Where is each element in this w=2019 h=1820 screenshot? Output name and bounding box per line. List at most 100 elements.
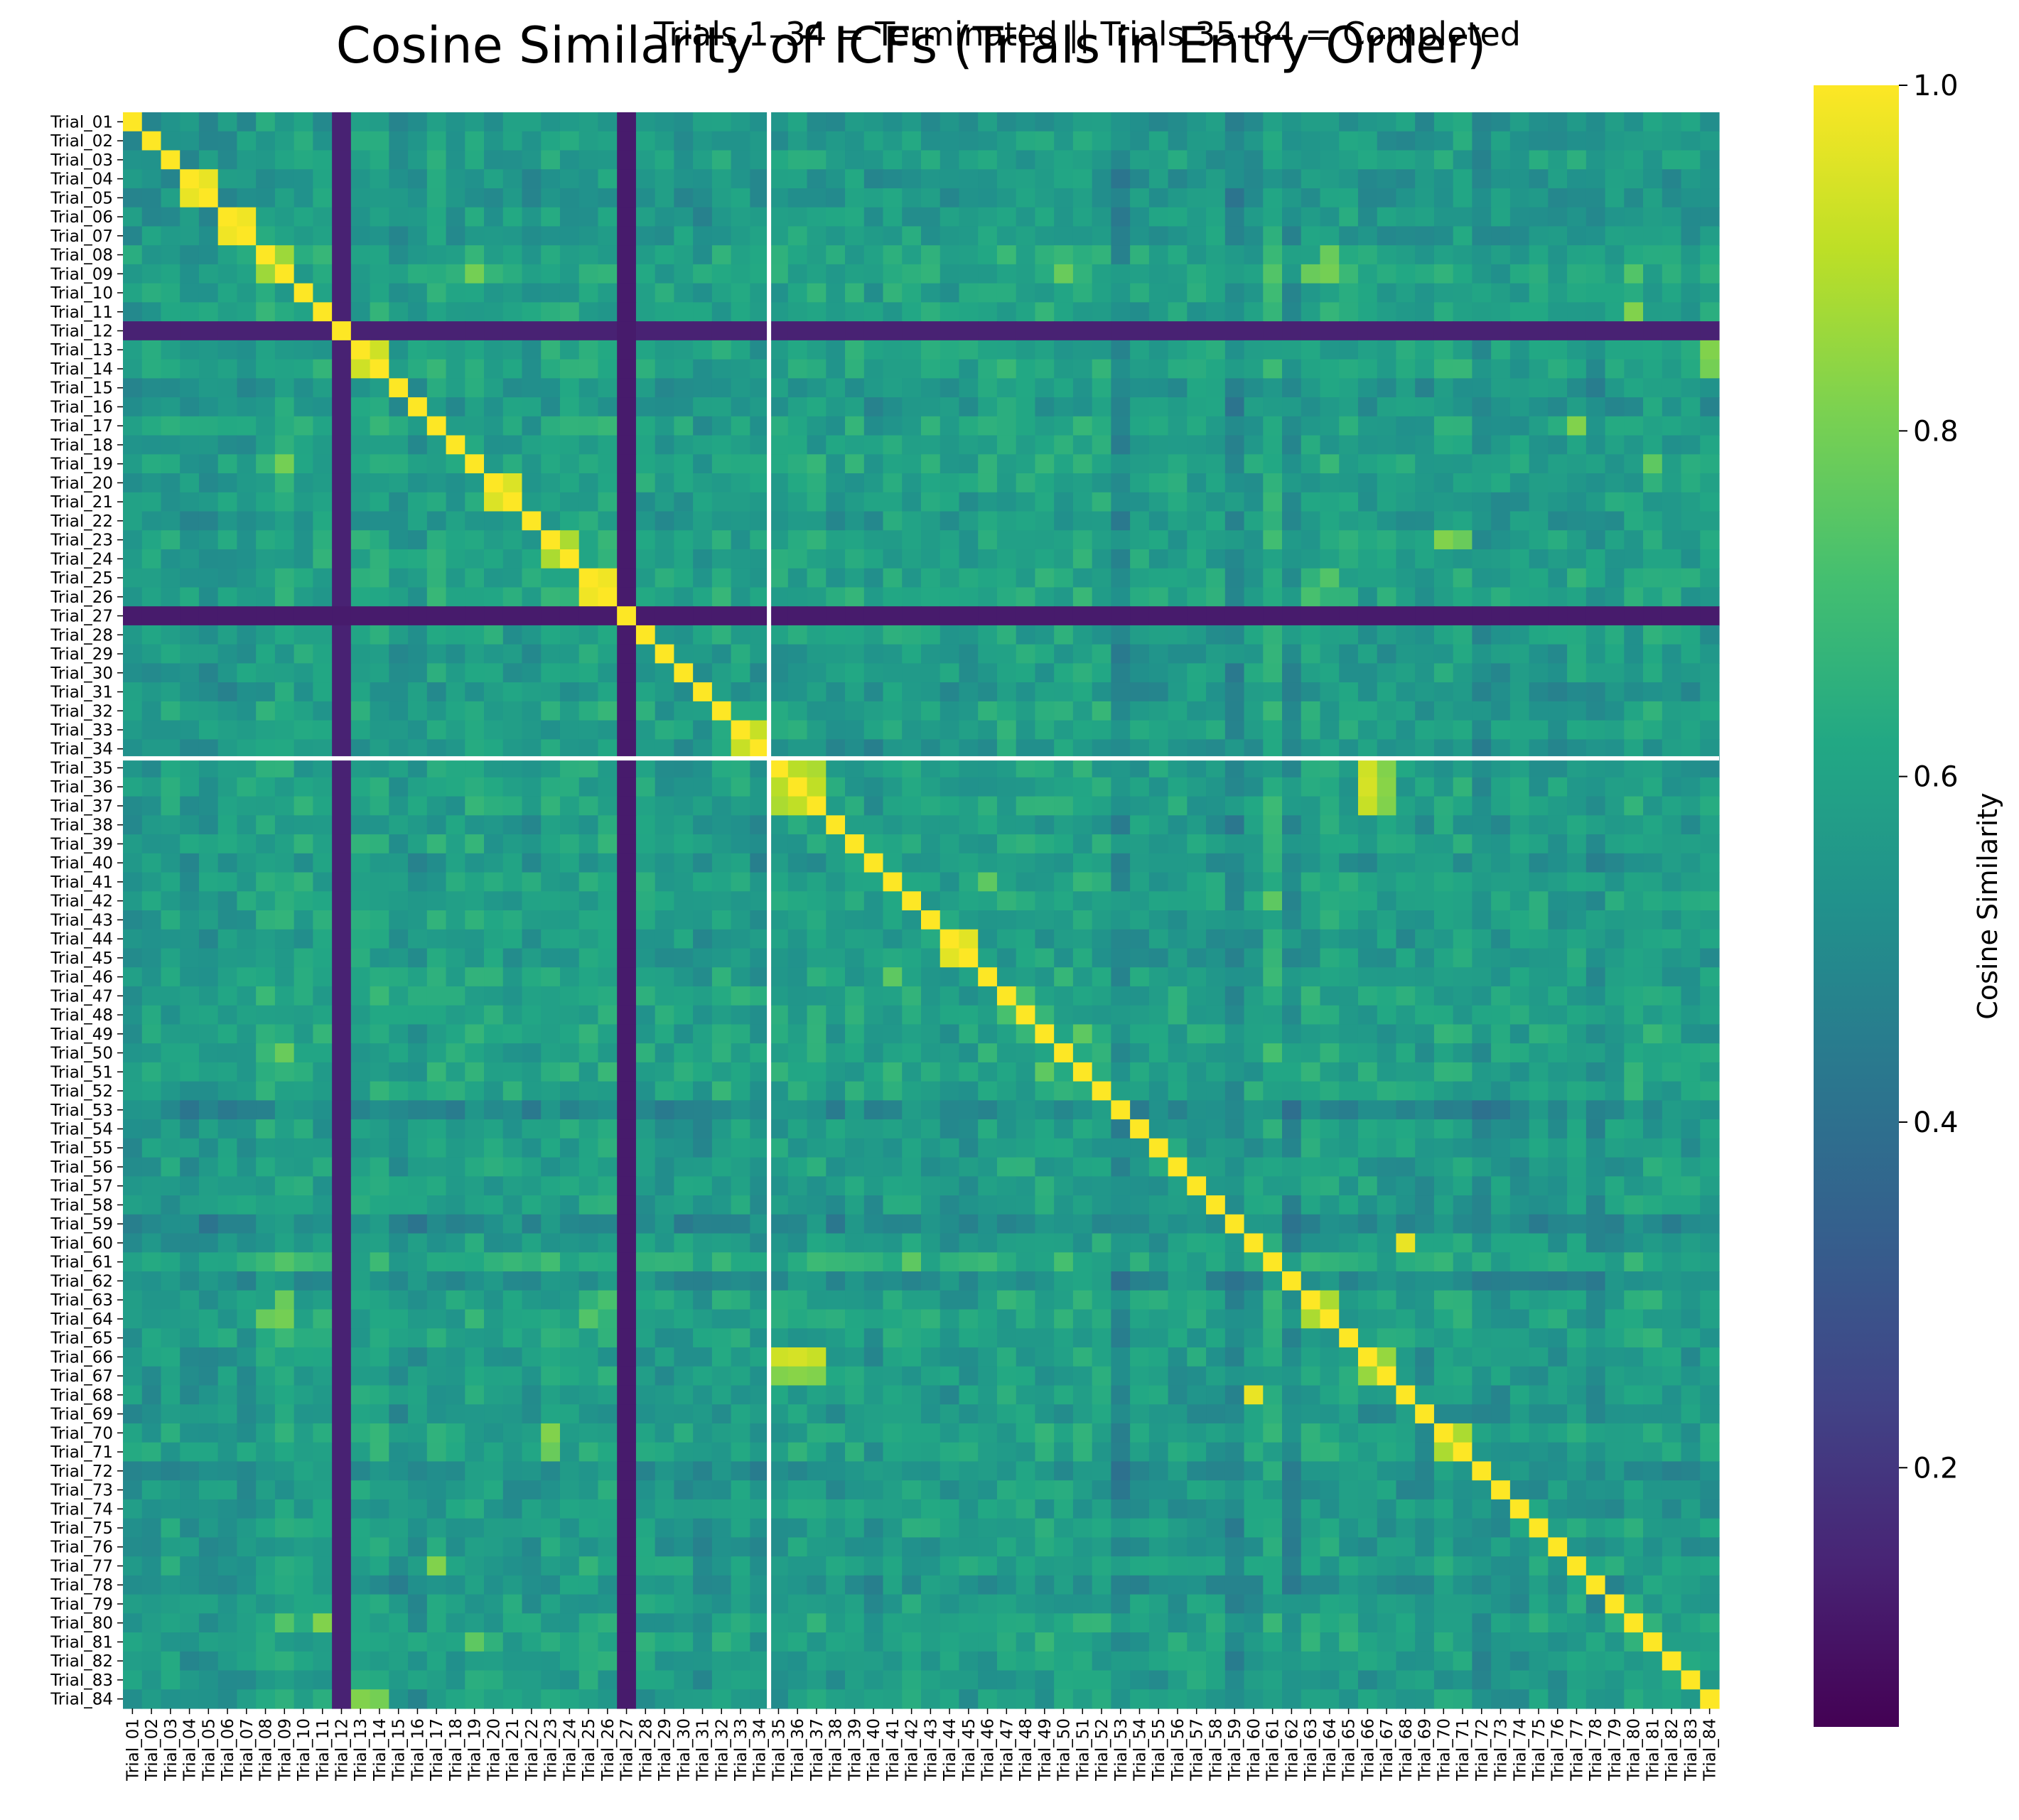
heatmap-cell	[1396, 549, 1416, 569]
heatmap-cell	[294, 549, 313, 569]
heatmap-cell	[1377, 891, 1397, 911]
heatmap-cell	[731, 549, 750, 569]
heatmap-cell	[1415, 340, 1435, 360]
heatmap-cell	[845, 283, 865, 303]
heatmap-cell	[294, 1100, 313, 1120]
heatmap-cell	[1206, 948, 1226, 968]
heatmap-cell	[541, 416, 561, 436]
heatmap-cell	[1130, 1062, 1150, 1082]
heatmap-cell	[1529, 1043, 1549, 1063]
heatmap-cell	[123, 777, 143, 797]
heatmap-cell	[1567, 1005, 1587, 1025]
heatmap-cell	[484, 188, 504, 208]
heatmap-cell	[1282, 1062, 1302, 1082]
heatmap-cell	[294, 758, 313, 778]
heatmap-cell	[256, 150, 276, 170]
heatmap-cell	[541, 169, 561, 189]
heatmap-cell	[1224, 435, 1245, 455]
heatmap-cell	[1643, 435, 1663, 455]
heatmap-cell	[1320, 948, 1340, 968]
heatmap-cell	[1282, 758, 1302, 778]
heatmap-cell	[617, 834, 637, 854]
heatmap-cell	[711, 150, 732, 170]
heatmap-cell	[1357, 169, 1378, 189]
heatmap-cell	[1624, 1043, 1644, 1063]
heatmap-cell	[559, 853, 580, 873]
heatmap-cell	[902, 1233, 922, 1253]
heatmap-cell	[180, 568, 200, 588]
heatmap-cell	[635, 454, 656, 474]
heatmap-cell	[237, 929, 257, 949]
heatmap-cell	[1396, 986, 1416, 1006]
heatmap-cell	[845, 1081, 865, 1101]
heatmap-cell	[1509, 834, 1530, 854]
heatmap-cell	[959, 815, 979, 835]
heatmap-cell	[617, 948, 637, 968]
heatmap-cell	[1548, 511, 1568, 531]
heatmap-cell	[1567, 682, 1587, 702]
heatmap-cell	[502, 378, 523, 398]
heatmap-cell	[274, 872, 295, 892]
heatmap-cell	[1072, 492, 1093, 512]
heatmap-cell	[1548, 435, 1568, 455]
heatmap-cell	[1700, 701, 1720, 721]
heatmap-cell	[541, 568, 561, 588]
heatmap-cell	[1681, 606, 1701, 626]
heatmap-cell	[237, 739, 257, 759]
heatmap-cell	[274, 606, 295, 626]
heatmap-cell	[939, 701, 960, 721]
heatmap-cell	[1643, 1024, 1663, 1044]
heatmap-cell	[711, 131, 732, 151]
heatmap-cell	[902, 169, 922, 189]
heatmap-cell	[959, 549, 979, 569]
heatmap-cell	[1491, 587, 1511, 607]
heatmap-cell	[1529, 625, 1549, 645]
heatmap-cell	[1148, 720, 1169, 740]
heatmap-cell	[446, 701, 465, 721]
heatmap-cell	[294, 1176, 313, 1196]
heatmap-cell	[1092, 435, 1111, 455]
heatmap-cell	[1605, 530, 1625, 550]
heatmap-cell	[1092, 340, 1111, 360]
heatmap-cell	[141, 435, 162, 455]
heatmap-cell	[522, 226, 542, 246]
heatmap-cell	[1624, 416, 1644, 436]
heatmap-cell	[161, 910, 181, 930]
heatmap-cell	[807, 986, 827, 1006]
heatmap-cell	[1206, 207, 1226, 227]
heatmap-cell	[559, 644, 580, 664]
heatmap-cell	[845, 1119, 865, 1139]
heatmap-cell	[217, 1119, 238, 1139]
heatmap-cell	[883, 777, 903, 797]
heatmap-cell	[655, 1043, 675, 1063]
heatmap-cell	[426, 530, 447, 550]
heatmap-cell	[1662, 644, 1682, 664]
heatmap-cell	[350, 188, 371, 208]
heatmap-cell	[1567, 549, 1587, 569]
heatmap-cell	[674, 1043, 694, 1063]
heatmap-cell	[484, 340, 504, 360]
heatmap-cell	[1148, 283, 1169, 303]
heatmap-cell	[693, 929, 713, 949]
heatmap-cell	[389, 1233, 409, 1253]
heatmap-cell	[655, 739, 675, 759]
heatmap-cell	[1415, 682, 1435, 702]
heatmap-cell	[1700, 549, 1720, 569]
heatmap-cell	[1643, 853, 1663, 873]
heatmap-cell	[1320, 150, 1340, 170]
heatmap-cell	[1453, 1081, 1473, 1101]
heatmap-cell	[1263, 625, 1283, 645]
heatmap-cell	[1282, 207, 1302, 227]
heatmap-cell	[1624, 644, 1644, 664]
heatmap-cell	[769, 188, 789, 208]
heatmap-cell	[1148, 872, 1169, 892]
heatmap-cell	[1224, 207, 1245, 227]
heatmap-cell	[902, 378, 922, 398]
heatmap-cell	[559, 1024, 580, 1044]
heatmap-cell	[826, 169, 846, 189]
heatmap-cell	[1263, 1005, 1283, 1025]
heatmap-cell	[1092, 454, 1111, 474]
heatmap-cell	[237, 169, 257, 189]
heatmap-cell	[198, 1138, 219, 1158]
heatmap-cell	[578, 131, 599, 151]
